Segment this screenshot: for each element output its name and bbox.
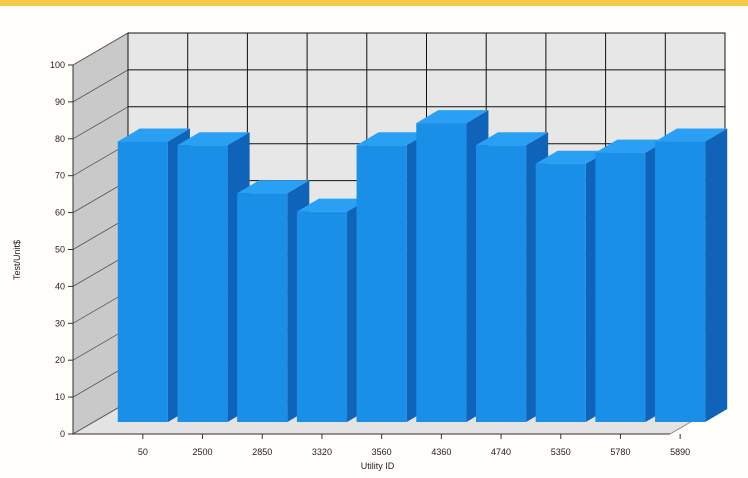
y-tick-label: 90 (55, 97, 65, 107)
bar (416, 123, 467, 423)
x-tick-label: 3320 (312, 447, 332, 457)
x-tick-label: 4360 (431, 447, 451, 457)
bar (356, 145, 407, 422)
bar-top (535, 150, 608, 164)
x-tick-label: 5890 (670, 447, 690, 457)
y-tick-label: 30 (55, 318, 65, 328)
x-tick-label: 2500 (193, 447, 213, 457)
y-tick-label: 0 (60, 429, 65, 439)
bar-top (416, 110, 489, 124)
x-axis-title: Utility ID (361, 461, 395, 471)
gridline-side (72, 69, 129, 103)
x-tick-label: 50 (138, 447, 148, 457)
x-tick-label: 3560 (372, 447, 392, 457)
y-tick-label: 50 (55, 245, 65, 255)
y-tick-label: 40 (55, 281, 65, 291)
bar-top (237, 180, 310, 194)
y-tick-label: 60 (55, 208, 65, 218)
y-axis-title: Test/Unit$ (12, 240, 22, 280)
gridline-side (72, 32, 129, 66)
bar-top (296, 198, 370, 212)
y-tick-label: 80 (55, 134, 65, 144)
gridline-side (72, 106, 129, 140)
bar-top (117, 128, 190, 142)
bar (655, 141, 706, 422)
bar (296, 211, 348, 422)
bar-top (177, 132, 250, 146)
bar (237, 193, 288, 422)
y-tick-label: 70 (55, 171, 65, 181)
bar (177, 145, 228, 422)
bar (475, 145, 527, 422)
y-tick-label: 10 (55, 392, 65, 402)
bar-side (705, 128, 728, 422)
bar-top (356, 132, 429, 146)
y-tick-label: 20 (55, 355, 65, 365)
y-tick-label: 100 (50, 60, 65, 70)
bar (117, 141, 168, 422)
bar-top (655, 128, 728, 142)
bar (535, 163, 586, 422)
x-tick-label: 4740 (491, 447, 511, 457)
bar (595, 152, 646, 422)
bar-top (595, 139, 668, 153)
x-tick-label: 2850 (252, 447, 272, 457)
x-tick-label: 5780 (610, 447, 630, 457)
top-band (0, 0, 748, 6)
bar-top (475, 132, 549, 146)
x-tick-label: 5350 (551, 447, 571, 457)
